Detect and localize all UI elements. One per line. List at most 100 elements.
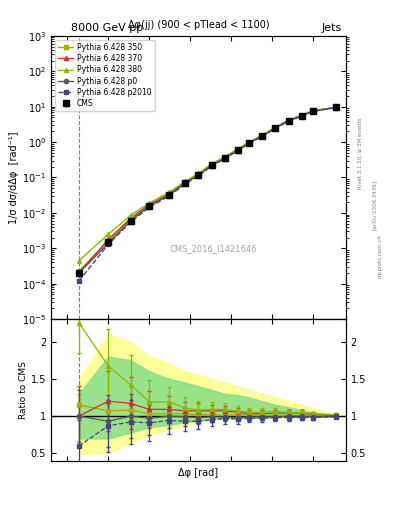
Pythia 6.428 350 xyxy=(286,117,291,123)
Pythia 6.428 p2010 xyxy=(209,163,214,169)
Pythia 6.428 p2010 xyxy=(260,133,265,139)
Pythia 6.428 380 xyxy=(183,178,188,184)
X-axis label: Δφ [rad]: Δφ [rad] xyxy=(178,468,219,478)
Y-axis label: Ratio to CMS: Ratio to CMS xyxy=(19,361,28,419)
Pythia 6.428 p0 xyxy=(106,240,111,246)
Pythia 6.428 350 xyxy=(299,113,304,119)
Pythia 6.428 370 xyxy=(286,117,291,123)
Pythia 6.428 p2010 xyxy=(183,181,188,187)
Pythia 6.428 350 xyxy=(196,172,201,178)
Pythia 6.428 380 xyxy=(235,146,240,152)
Pythia 6.428 p0 xyxy=(209,162,214,168)
Pythia 6.428 p2010 xyxy=(334,104,338,111)
Pythia 6.428 380 xyxy=(77,258,81,264)
Pythia 6.428 370 xyxy=(147,201,152,207)
Line: Pythia 6.428 380: Pythia 6.428 380 xyxy=(77,105,338,263)
Pythia 6.428 p0 xyxy=(183,180,188,186)
Pythia 6.428 p0 xyxy=(260,133,265,139)
Text: Rivet 3.1.10, ≥ 3M events: Rivet 3.1.10, ≥ 3M events xyxy=(358,118,363,189)
Pythia 6.428 380 xyxy=(286,117,291,123)
Y-axis label: 1/σ dσ/dΔφ  [rad⁻¹]: 1/σ dσ/dΔφ [rad⁻¹] xyxy=(9,131,19,224)
Pythia 6.428 p0 xyxy=(222,155,227,161)
Pythia 6.428 p0 xyxy=(311,108,316,114)
Pythia 6.428 380 xyxy=(222,154,227,160)
Pythia 6.428 350 xyxy=(311,108,316,114)
Pythia 6.428 p0 xyxy=(299,113,304,119)
Pythia 6.428 370 xyxy=(128,216,133,222)
Pythia 6.428 p0 xyxy=(128,218,133,224)
Pythia 6.428 370 xyxy=(260,132,265,138)
Pythia 6.428 p2010 xyxy=(299,113,304,119)
Line: Pythia 6.428 p0: Pythia 6.428 p0 xyxy=(77,105,338,275)
Line: Pythia 6.428 370: Pythia 6.428 370 xyxy=(77,105,338,275)
Pythia 6.428 p2010 xyxy=(311,109,316,115)
Pythia 6.428 370 xyxy=(299,112,304,118)
Pythia 6.428 350 xyxy=(106,238,111,244)
Text: CMS_2016_I1421646: CMS_2016_I1421646 xyxy=(169,244,257,253)
Pythia 6.428 370 xyxy=(334,104,338,111)
Pythia 6.428 p0 xyxy=(286,118,291,124)
Pythia 6.428 p2010 xyxy=(106,241,111,247)
Pythia 6.428 350 xyxy=(147,202,152,208)
Pythia 6.428 p0 xyxy=(77,270,81,276)
Pythia 6.428 p2010 xyxy=(247,140,252,146)
Pythia 6.428 p2010 xyxy=(77,278,81,284)
Pythia 6.428 p0 xyxy=(167,192,171,198)
Line: Pythia 6.428 p2010: Pythia 6.428 p2010 xyxy=(77,105,338,283)
Pythia 6.428 380 xyxy=(147,200,152,206)
Pythia 6.428 p0 xyxy=(235,147,240,153)
Pythia 6.428 p2010 xyxy=(196,173,201,179)
Pythia 6.428 350 xyxy=(209,162,214,168)
Pythia 6.428 380 xyxy=(260,132,265,138)
Text: 8000 GeV pp: 8000 GeV pp xyxy=(71,23,143,33)
Pythia 6.428 370 xyxy=(247,139,252,145)
Pythia 6.428 350 xyxy=(167,191,171,198)
Pythia 6.428 p2010 xyxy=(147,204,152,210)
Pythia 6.428 350 xyxy=(247,140,252,146)
Pythia 6.428 p2010 xyxy=(167,193,171,199)
Pythia 6.428 370 xyxy=(106,236,111,242)
Pythia 6.428 p2010 xyxy=(128,219,133,225)
Pythia 6.428 p0 xyxy=(196,172,201,178)
Pythia 6.428 380 xyxy=(106,231,111,237)
Pythia 6.428 p2010 xyxy=(273,125,278,132)
Pythia 6.428 380 xyxy=(128,212,133,219)
Pythia 6.428 p2010 xyxy=(286,118,291,124)
Pythia 6.428 380 xyxy=(209,161,214,167)
Pythia 6.428 p0 xyxy=(334,104,338,111)
Pythia 6.428 370 xyxy=(273,124,278,131)
Pythia 6.428 380 xyxy=(311,108,316,114)
Pythia 6.428 370 xyxy=(167,190,171,197)
Pythia 6.428 380 xyxy=(196,170,201,177)
Pythia 6.428 350 xyxy=(183,180,188,186)
Pythia 6.428 380 xyxy=(167,189,171,196)
Pythia 6.428 350 xyxy=(222,155,227,161)
Pythia 6.428 350 xyxy=(334,104,338,111)
Pythia 6.428 380 xyxy=(273,124,278,130)
Pythia 6.428 380 xyxy=(299,112,304,118)
Pythia 6.428 350 xyxy=(235,146,240,153)
Pythia 6.428 370 xyxy=(209,161,214,167)
Text: Jets: Jets xyxy=(321,23,342,33)
Text: [arXiv:1306.3436]: [arXiv:1306.3436] xyxy=(371,180,376,230)
Pythia 6.428 370 xyxy=(183,179,188,185)
Text: mcplots.cern.ch: mcplots.cern.ch xyxy=(377,234,382,278)
Pythia 6.428 p0 xyxy=(247,140,252,146)
Pythia 6.428 370 xyxy=(222,154,227,160)
Pythia 6.428 p2010 xyxy=(235,147,240,154)
Pythia 6.428 p0 xyxy=(147,203,152,209)
Legend: Pythia 6.428 350, Pythia 6.428 370, Pythia 6.428 380, Pythia 6.428 p0, Pythia 6.: Pythia 6.428 350, Pythia 6.428 370, Pyth… xyxy=(55,39,155,111)
Pythia 6.428 350 xyxy=(260,133,265,139)
Pythia 6.428 350 xyxy=(273,125,278,131)
Pythia 6.428 370 xyxy=(77,270,81,276)
Pythia 6.428 370 xyxy=(235,146,240,152)
Line: Pythia 6.428 350: Pythia 6.428 350 xyxy=(77,105,338,273)
Pythia 6.428 350 xyxy=(77,268,81,274)
Pythia 6.428 380 xyxy=(247,139,252,145)
Pythia 6.428 350 xyxy=(128,217,133,223)
Pythia 6.428 370 xyxy=(196,170,201,177)
Pythia 6.428 p0 xyxy=(273,125,278,131)
Pythia 6.428 370 xyxy=(311,108,316,114)
Pythia 6.428 p2010 xyxy=(222,156,227,162)
Pythia 6.428 380 xyxy=(334,104,338,110)
